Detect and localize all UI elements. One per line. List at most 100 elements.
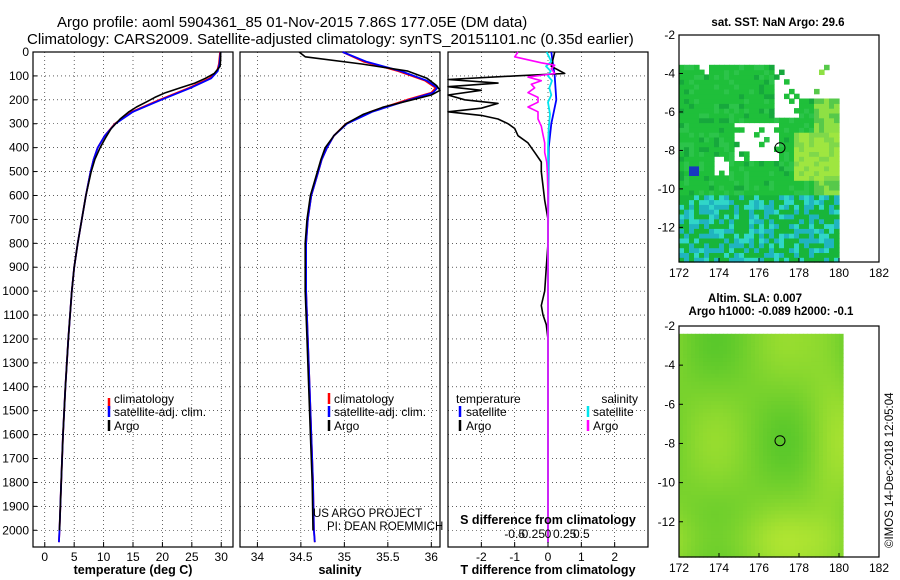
sla-cell <box>747 384 752 390</box>
sla-cell <box>783 408 788 413</box>
sst-cell <box>689 151 695 157</box>
sla-cell <box>775 474 780 480</box>
sst-cell <box>724 156 730 162</box>
sla-cell <box>827 435 832 441</box>
sla-cell <box>819 420 824 425</box>
sla-cell <box>687 521 692 527</box>
x-tick-label: 5 <box>71 550 78 564</box>
x-tick-label: 34 <box>251 550 265 564</box>
sla-cell <box>803 451 808 456</box>
sla-cell <box>687 380 692 386</box>
sla-cell <box>755 361 760 366</box>
sst-cell <box>819 213 825 220</box>
sla-cell <box>719 521 724 527</box>
sst-cell <box>709 247 715 254</box>
sla-cell <box>759 376 764 382</box>
sla-cell <box>779 333 784 339</box>
sla-cell <box>751 447 756 452</box>
sst-cell <box>764 88 770 95</box>
sst-cell <box>834 204 840 210</box>
sla-cell <box>719 380 724 386</box>
sst-cell <box>719 122 725 128</box>
sst-cell <box>759 84 765 90</box>
sla-cell <box>687 525 692 531</box>
sst-cell <box>684 112 690 119</box>
sla-cell <box>839 470 844 476</box>
sst-cell <box>694 209 700 215</box>
sla-cell <box>699 373 704 378</box>
sla-cell <box>811 380 816 386</box>
sla-cell <box>715 420 720 425</box>
sla-cell <box>747 553 752 558</box>
sst-cell <box>789 257 795 263</box>
sst-cell <box>699 69 705 76</box>
sla-map-subtitle: Argo h1000: -0.089 h2000: -0.1 <box>689 306 855 318</box>
sla-cell <box>699 533 704 539</box>
sla-cell <box>715 521 720 527</box>
sla-cell <box>831 392 836 398</box>
sst-cell <box>719 189 725 196</box>
sla-cell <box>771 392 776 398</box>
sla-cell <box>775 365 780 370</box>
sst-cell <box>769 88 775 95</box>
sla-cell <box>695 380 700 386</box>
sla-cell <box>763 541 768 546</box>
sla-cell <box>831 431 836 437</box>
sla-cell <box>767 545 772 550</box>
sst-cell <box>739 175 745 181</box>
sla-cell <box>691 408 696 413</box>
sla-cell <box>747 392 752 398</box>
sla-cell <box>791 373 796 378</box>
sst-cell <box>709 108 715 114</box>
sla-cell <box>731 400 736 405</box>
sla-cell <box>779 423 784 429</box>
sla-cell <box>807 510 812 515</box>
sla-cell <box>731 361 736 366</box>
sla-cell <box>735 525 740 531</box>
sst-cell <box>794 213 800 220</box>
sla-cell <box>799 357 804 362</box>
sst-cell <box>754 204 760 210</box>
sst-cell <box>774 175 780 181</box>
difference-panel: -2 -1 0 1 2 -0.5-0.25 0 0.250.5 S difference f… <box>447 51 649 577</box>
sla-cell <box>679 506 684 511</box>
sla-cell <box>819 494 824 499</box>
sla-cell <box>799 459 804 464</box>
sla-cell <box>731 463 736 468</box>
sst-cell <box>709 223 715 229</box>
sla-cell <box>815 459 820 464</box>
sla-cell <box>771 517 776 523</box>
sla-cell <box>703 517 708 523</box>
sla-cell <box>835 494 840 499</box>
sst-cell <box>809 141 815 148</box>
sla-cell <box>803 431 808 437</box>
sst-cell <box>799 247 805 254</box>
sla-cell <box>711 529 716 535</box>
sla-cell <box>771 455 776 460</box>
sla-cell <box>767 510 772 515</box>
sla-cell <box>815 439 820 445</box>
sst-cell <box>809 213 815 220</box>
sla-cell <box>703 455 708 460</box>
sla-cell <box>739 361 744 366</box>
series-line-salinity-argo <box>513 51 556 543</box>
sla-cell <box>759 494 764 499</box>
sla-cell <box>763 431 768 437</box>
sla-cell <box>771 510 776 515</box>
sla-cell <box>779 373 784 378</box>
sla-cell <box>795 427 800 433</box>
sla-cell <box>819 345 824 351</box>
sst-cell <box>829 165 835 172</box>
sst-cell <box>684 103 690 109</box>
sla-cell <box>807 392 812 398</box>
sla-cell <box>819 369 824 374</box>
sst-cell <box>829 213 835 220</box>
sla-cell <box>799 517 804 523</box>
sla-cell <box>731 529 736 535</box>
sla-cell <box>795 369 800 374</box>
sst-cell <box>724 108 730 114</box>
sla-map-frame <box>678 325 880 558</box>
sla-cell <box>715 361 720 366</box>
sla-cell <box>723 396 728 402</box>
sla-cell <box>791 553 796 558</box>
